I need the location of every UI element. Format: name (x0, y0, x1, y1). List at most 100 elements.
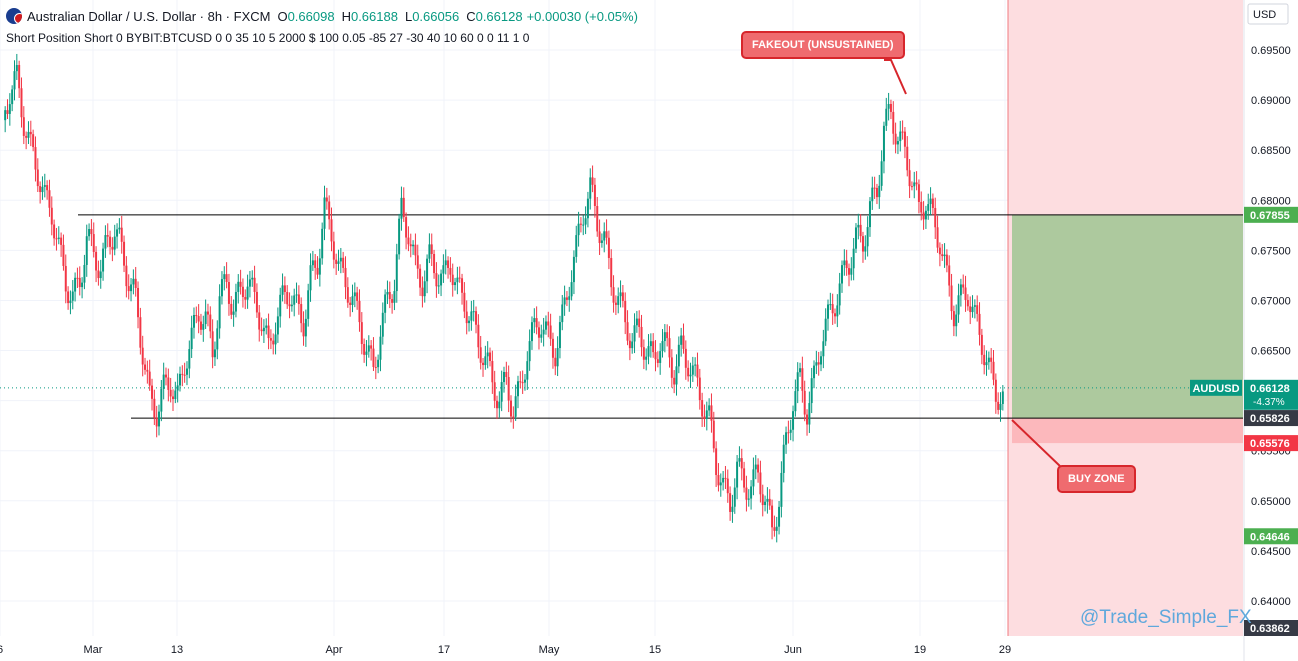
candle-body (556, 348, 559, 367)
candle-body (729, 493, 732, 512)
candle-body (400, 197, 403, 219)
low-label: L (404, 8, 413, 24)
candle-body (482, 362, 485, 366)
current-price-tag: 0.66128 (1250, 383, 1290, 395)
candle-body (740, 458, 743, 469)
candle-body (237, 281, 240, 292)
candle-body (197, 316, 200, 322)
candle-body (318, 258, 321, 275)
candle-body (55, 238, 58, 240)
candle-body (440, 273, 443, 286)
buy-zone-callout[interactable]: BUY ZONE (1057, 465, 1136, 493)
candle-body (850, 268, 853, 275)
candle-body (614, 302, 617, 305)
candle-body (307, 290, 310, 319)
candle-body (386, 291, 389, 295)
candle-body (430, 244, 433, 254)
candle-body (498, 401, 501, 409)
close-value: 0.66128 (475, 8, 523, 24)
candle-body (4, 110, 7, 121)
candle-body (705, 410, 708, 419)
candle-body (610, 257, 613, 288)
candle-body (715, 448, 718, 476)
candle-body (130, 284, 133, 292)
candle-body (374, 366, 377, 368)
candle-body (458, 277, 461, 279)
candle-body (253, 277, 256, 292)
candle-body (547, 321, 550, 326)
candle-body (941, 254, 944, 257)
candle-body (691, 365, 694, 375)
currency-label: USD (1253, 9, 1276, 21)
candle-body (703, 416, 706, 419)
candle-body (668, 338, 671, 358)
candle-body (255, 291, 258, 313)
candle-body (328, 201, 331, 220)
candle-body (181, 373, 184, 375)
candle-body (673, 377, 676, 385)
candle-body (997, 401, 1000, 410)
price-tick-label: 0.64000 (1251, 596, 1291, 608)
fakeout-callout[interactable]: FAKEOUT (UNSUSTAINED) (741, 31, 905, 59)
price-tick-label: 0.66500 (1251, 346, 1291, 358)
candle-body (771, 505, 774, 528)
candle-body (283, 285, 286, 293)
high-label: H (341, 8, 351, 24)
candle-body (810, 378, 813, 404)
candle-body (412, 244, 415, 247)
candle-body (938, 247, 941, 255)
candle-body (806, 414, 809, 425)
symbol-title[interactable]: Australian Dollar / U.S. Dollar · 8h · F… (27, 8, 271, 24)
candle-body (349, 302, 352, 305)
candle-body (607, 237, 610, 258)
candle-body (218, 296, 221, 329)
candle-body (757, 464, 760, 473)
candle-body (768, 498, 771, 506)
entry-price-tag: 0.65826 (1250, 413, 1290, 425)
candle-body (297, 294, 300, 305)
candle-body (262, 327, 265, 332)
candle-body (766, 498, 769, 502)
price-axis-panel[interactable] (1244, 0, 1298, 661)
candle-body (969, 306, 972, 313)
indicator-legend[interactable]: Short Position Short 0 BYBIT:BTCUSD 0 0 … (6, 31, 530, 45)
candle-body (475, 311, 478, 325)
candle-body (687, 367, 690, 377)
candle-body (745, 487, 748, 500)
candle-body (41, 186, 44, 193)
candle-body (137, 287, 140, 318)
candle-body (829, 304, 832, 306)
candle-body (971, 306, 974, 313)
candle-body (861, 236, 864, 252)
candle-body (69, 300, 72, 304)
candle-body (174, 390, 177, 400)
candle-body (708, 405, 711, 411)
candle-body (92, 234, 95, 252)
candle-body (325, 197, 328, 202)
candle-body (433, 253, 436, 274)
currency-box (1247, 3, 1289, 25)
time-tick-label: 13 (171, 644, 183, 656)
candle-body (649, 341, 652, 347)
time-tick-label: 17 (438, 644, 450, 656)
candle-body (575, 235, 578, 257)
candle-body (535, 318, 538, 328)
candle-body (493, 382, 496, 401)
candle-body (456, 277, 459, 283)
candle-body (514, 396, 517, 417)
candle-body (88, 229, 91, 237)
candle-body (419, 268, 422, 288)
candle-body (724, 477, 727, 479)
candle-body (994, 379, 997, 402)
candle-body (171, 396, 174, 400)
candle-body (176, 385, 179, 391)
candle-body (908, 170, 911, 187)
candle-body (523, 379, 526, 383)
candle-body (295, 294, 298, 296)
candle-body (906, 146, 909, 171)
candle-body (281, 285, 284, 295)
candle-body (18, 65, 21, 89)
candle-body (449, 267, 452, 275)
candle-body (955, 314, 958, 327)
